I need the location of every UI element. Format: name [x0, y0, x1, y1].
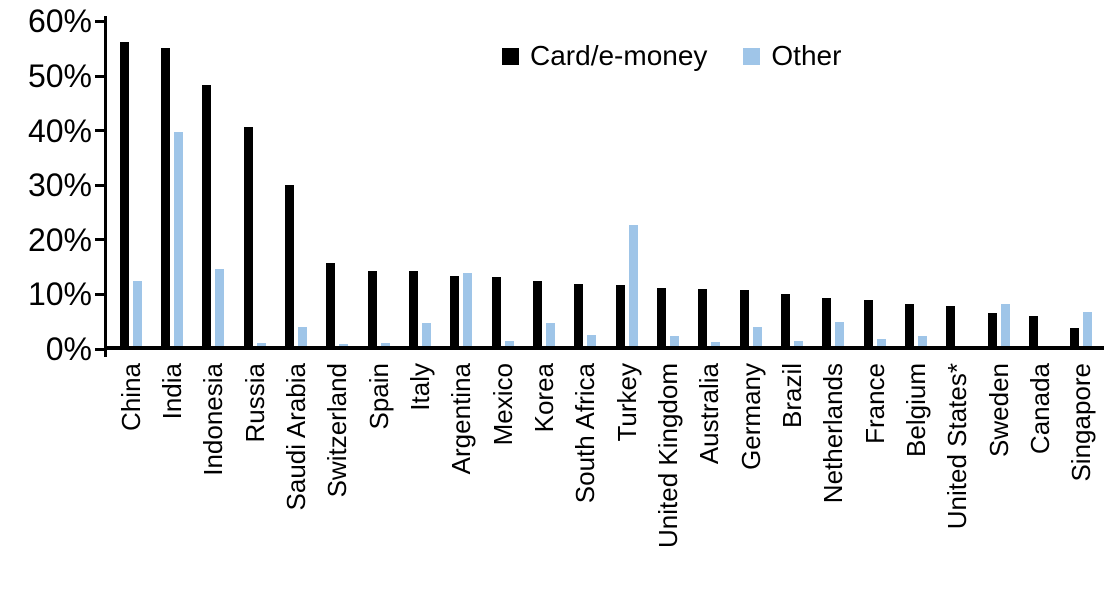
y-tick-0	[95, 347, 104, 351]
y-tick-40	[95, 129, 104, 133]
legend-label-card-e-money: Card/e-money	[530, 40, 708, 71]
bar-card-e-money-germany	[739, 290, 749, 349]
legend-label-other: Other	[771, 40, 842, 71]
bar-card-e-money-turkey	[615, 285, 625, 349]
x-label-india: India	[157, 363, 187, 420]
y-tick-label-40: 40%	[27, 112, 92, 149]
x-label-indonesia: Indonesia	[198, 363, 229, 476]
y-tick-10	[95, 292, 104, 296]
x-label-germany: Germany	[735, 363, 766, 470]
x-label-sweden: Sweden	[983, 363, 1014, 457]
y-tick-label-20: 20%	[27, 221, 92, 258]
x-label-australia: Australia	[694, 363, 725, 465]
bar-other-south-africa	[587, 335, 597, 349]
bar-card-e-money-united-kingdom	[657, 288, 666, 349]
bar-card-e-money-russia	[243, 127, 253, 349]
bar-other-netherlands	[835, 322, 845, 349]
bar-other-india	[174, 132, 183, 349]
bar-card-e-money-india	[161, 48, 170, 349]
bar-card-e-money-singapore	[1070, 328, 1080, 349]
x-label-mexico: Mexico	[487, 363, 518, 446]
bar-other-korea	[546, 323, 555, 349]
bar-card-e-money-mexico	[491, 277, 501, 349]
bar-card-e-money-switzerland	[326, 263, 336, 349]
bar-card-e-money-south-africa	[574, 284, 584, 349]
x-label-united-states: United States*	[942, 363, 973, 530]
x-label-belgium: Belgium	[901, 363, 931, 457]
bar-other-france	[876, 339, 886, 349]
bar-other-belgium	[918, 336, 927, 349]
x-label-italy: Italy	[405, 363, 435, 411]
bar-card-e-money-netherlands	[822, 298, 832, 349]
bar-other-sweden	[1000, 304, 1010, 349]
bar-card-e-money-indonesia	[202, 85, 212, 349]
bar-card-e-money-spain	[367, 271, 377, 349]
y-tick-50	[95, 74, 104, 78]
y-tick-label-50: 50%	[27, 58, 92, 94]
bar-other-australia	[711, 342, 721, 349]
bar-other-indonesia	[215, 269, 225, 349]
legend-item-card-e-money: Card/e-money	[502, 40, 707, 72]
legend-swatch-card-e-money	[502, 47, 519, 65]
bar-other-china	[132, 281, 142, 349]
bar-other-germany	[752, 327, 762, 349]
bar-card-e-money-sweden	[987, 313, 997, 349]
y-tick-30	[95, 183, 104, 187]
bar-card-e-money-china	[119, 42, 129, 349]
bar-card-e-money-belgium	[905, 304, 914, 349]
bar-card-e-money-argentina	[450, 276, 460, 349]
bar-other-singapore	[1083, 312, 1093, 349]
legend-item-other: Other	[743, 40, 841, 72]
bar-other-argentina	[463, 273, 473, 349]
y-tick-20	[95, 238, 104, 242]
bar-card-e-money-saudi-arabia	[285, 185, 294, 349]
bar-card-e-money-france	[863, 300, 873, 349]
bar-other-turkey	[628, 225, 638, 349]
x-label-switzerland: Switzerland	[322, 363, 353, 498]
x-label-china: China	[115, 363, 146, 431]
bar-other-mexico	[504, 341, 514, 349]
x-label-netherlands: Netherlands	[818, 363, 849, 504]
y-tick-label-30: 30%	[27, 167, 92, 204]
x-label-korea: Korea	[529, 363, 559, 433]
bar-card-e-money-united-states	[946, 306, 956, 349]
bar-card-e-money-canada	[1029, 316, 1038, 349]
bar-other-brazil	[794, 341, 803, 349]
x-label-france: France	[859, 363, 890, 444]
bar-card-e-money-italy	[409, 271, 418, 349]
legend-swatch-other	[743, 47, 761, 65]
legend: Card/e-money Other	[502, 40, 841, 72]
bar-other-italy	[422, 323, 431, 349]
x-label-argentina: Argentina	[446, 363, 477, 475]
bar-other-saudi-arabia	[298, 327, 307, 349]
bar-other-united-kingdom	[670, 336, 679, 349]
y-tick-label-10: 10%	[27, 276, 92, 313]
bar-card-e-money-korea	[533, 281, 542, 349]
x-label-spain: Spain	[363, 363, 394, 430]
y-tick-label-0: 0%	[45, 331, 92, 367]
x-label-south-africa: South Africa	[570, 363, 601, 504]
x-label-canada: Canada	[1025, 363, 1055, 455]
y-tick-label-60: 60%	[27, 3, 92, 40]
x-label-turkey: Turkey	[611, 363, 642, 442]
x-axis-line	[104, 346, 1104, 350]
x-label-brazil: Brazil	[777, 363, 807, 429]
x-label-saudi-arabia: Saudi Arabia	[281, 363, 311, 511]
y-axis-line	[104, 16, 107, 357]
y-tick-60	[95, 19, 104, 23]
x-label-russia: Russia	[239, 363, 270, 443]
x-label-united-kingdom: United Kingdom	[653, 363, 683, 548]
x-label-singapore: Singapore	[1066, 363, 1097, 482]
bar-card-e-money-australia	[698, 289, 708, 349]
bar-card-e-money-brazil	[781, 294, 790, 349]
